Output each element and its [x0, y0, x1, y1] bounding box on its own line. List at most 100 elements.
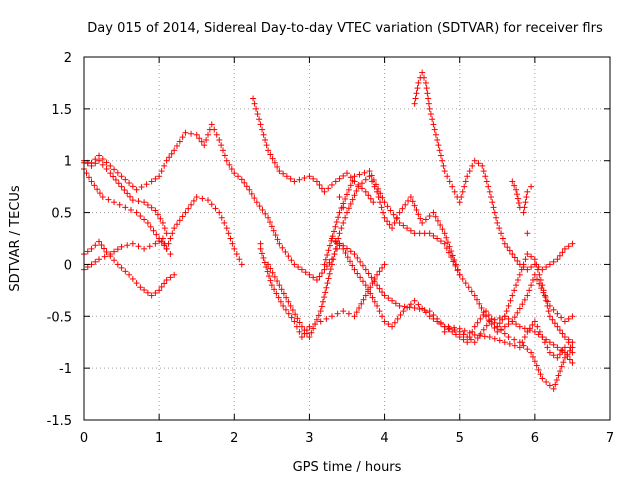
data-point	[211, 126, 218, 133]
data-point	[379, 264, 386, 271]
data-point	[485, 317, 492, 324]
data-point	[336, 175, 343, 182]
data-point	[310, 325, 317, 332]
data-point	[98, 242, 105, 249]
data-point	[379, 289, 386, 296]
data-point	[519, 339, 526, 346]
data-point	[96, 190, 103, 197]
data-point	[478, 304, 485, 311]
data-point	[264, 268, 271, 275]
data-point	[464, 173, 471, 180]
data-point	[464, 334, 471, 341]
data-point	[542, 294, 549, 301]
data-point	[426, 213, 433, 220]
data-point	[259, 126, 266, 133]
data-point	[554, 323, 561, 330]
y-tick-label: -0.5	[47, 310, 72, 325]
data-point	[374, 282, 381, 289]
data-point	[342, 214, 349, 221]
data-point	[533, 261, 540, 268]
data-point	[368, 172, 375, 179]
data-point	[190, 197, 197, 204]
data-point	[118, 183, 125, 190]
data-point	[407, 227, 414, 234]
data-point	[456, 199, 463, 206]
data-point	[280, 290, 287, 297]
data-point	[471, 339, 478, 346]
data-point	[374, 271, 381, 278]
data-point	[163, 245, 170, 252]
data-point	[270, 227, 277, 234]
data-point	[477, 315, 484, 322]
data-point	[491, 316, 498, 323]
data-point	[226, 161, 233, 168]
data-point	[561, 245, 568, 252]
data-point	[312, 321, 319, 328]
data-point	[376, 285, 383, 292]
data-point	[121, 187, 128, 194]
data-point	[115, 180, 122, 187]
data-point	[326, 242, 333, 249]
data-point	[359, 180, 366, 187]
data-point	[332, 223, 339, 230]
data-point	[223, 157, 230, 164]
data-point	[271, 159, 278, 166]
data-point	[506, 340, 513, 347]
data-point	[427, 111, 434, 118]
data-point	[430, 121, 437, 128]
data-point	[273, 290, 280, 297]
data-point	[88, 159, 95, 166]
data-point	[291, 318, 298, 325]
data-point	[282, 306, 289, 313]
data-point	[494, 328, 501, 335]
data-point	[276, 240, 283, 247]
data-point	[443, 234, 450, 241]
data-point	[367, 195, 374, 202]
data-point	[233, 251, 240, 258]
data-point	[357, 274, 364, 281]
data-point	[310, 274, 317, 281]
data-point	[204, 131, 211, 138]
data-point	[265, 261, 272, 268]
x-tick-label: 0	[80, 431, 88, 446]
data-point	[262, 136, 269, 143]
data-point	[344, 254, 351, 261]
data-point	[241, 179, 248, 186]
data-point	[345, 205, 352, 212]
data-point	[430, 209, 437, 216]
data-point	[326, 270, 333, 277]
data-point	[521, 325, 528, 332]
data-point	[536, 280, 543, 287]
data-point	[434, 217, 441, 224]
data-point	[460, 331, 467, 338]
data-point	[536, 328, 543, 335]
data-point	[550, 341, 557, 348]
data-point	[516, 323, 523, 330]
series-s7	[257, 245, 388, 341]
data-point	[182, 209, 189, 216]
data-point	[357, 258, 364, 265]
data-point	[171, 225, 178, 232]
data-point	[349, 177, 356, 184]
data-point	[328, 313, 335, 320]
data-point	[480, 309, 487, 316]
data-point	[231, 170, 238, 177]
data-point	[335, 214, 342, 221]
data-point	[513, 282, 520, 289]
data-point	[558, 314, 565, 321]
data-point	[479, 162, 486, 169]
data-point	[452, 331, 459, 338]
y-tick-label: 0.5	[51, 207, 72, 222]
data-point	[390, 211, 397, 218]
data-point	[519, 301, 526, 308]
data-point	[161, 225, 168, 232]
data-point	[158, 238, 165, 245]
data-point	[212, 205, 219, 212]
data-point	[426, 313, 433, 320]
data-point	[456, 271, 463, 278]
data-point	[543, 336, 550, 343]
data-point	[528, 282, 535, 289]
data-point	[524, 292, 531, 299]
data-point	[340, 245, 347, 252]
